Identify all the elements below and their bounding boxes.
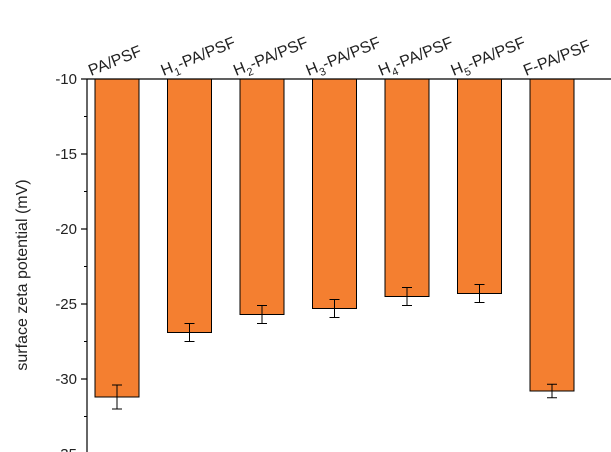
y-tick-label-5: -30	[55, 371, 77, 388]
y-axis-title: surface zeta potential (mV)	[14, 179, 31, 370]
bars-layer	[94, 78, 575, 398]
bar-3	[239, 78, 285, 315]
bar-4	[312, 78, 357, 309]
category-label-2: H1-PA/PSF	[159, 34, 240, 83]
category-label-7: F-PA/PSF	[521, 37, 593, 79]
bar-7	[529, 78, 575, 392]
category-label-6: H5-PA/PSF	[449, 34, 530, 83]
error-bar-2	[184, 323, 195, 342]
error-bar-4	[329, 299, 340, 318]
error-bar-1	[112, 384, 122, 410]
category-label-5: H4-PA/PSF	[376, 34, 457, 83]
error-bar-6	[474, 284, 485, 303]
error-bar-5	[402, 287, 412, 306]
bar-1	[94, 78, 140, 398]
category-label-1: PA/PSF	[86, 43, 144, 80]
y-tick-label-1: -10	[55, 71, 77, 88]
error-bar-3	[257, 305, 267, 324]
y-tick-label-4: -25	[55, 296, 77, 313]
category-label-3: H2-PA/PSF	[231, 34, 312, 83]
error-bars-layer	[112, 284, 557, 410]
y-tick-label-6: -35	[55, 446, 77, 452]
bar-6	[457, 78, 502, 294]
y-tick-label-3: -20	[55, 221, 77, 238]
bar-5	[384, 78, 430, 297]
error-bar-7	[547, 383, 557, 399]
y-tick-label-2: -15	[55, 146, 77, 163]
category-label-4: H3-PA/PSF	[304, 34, 385, 83]
axes-layer	[81, 78, 611, 452]
bar-2	[167, 78, 212, 333]
